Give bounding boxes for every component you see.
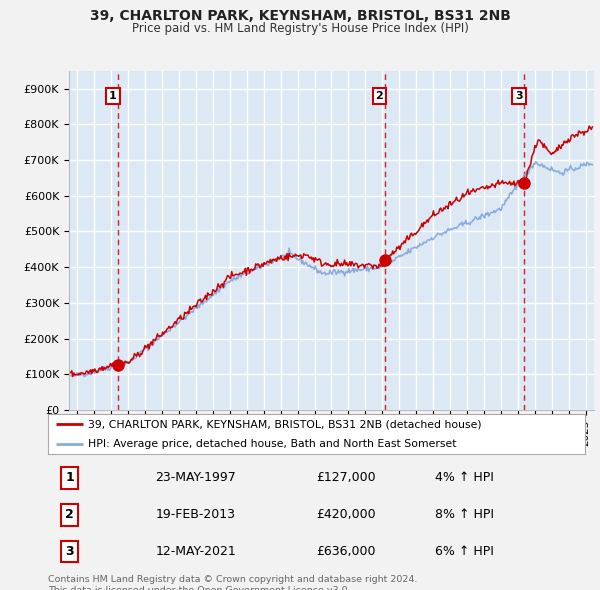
- Text: 23-MAY-1997: 23-MAY-1997: [155, 471, 236, 484]
- Text: 39, CHARLTON PARK, KEYNSHAM, BRISTOL, BS31 2NB (detached house): 39, CHARLTON PARK, KEYNSHAM, BRISTOL, BS…: [88, 419, 482, 429]
- Text: 4% ↑ HPI: 4% ↑ HPI: [434, 471, 494, 484]
- Text: 1: 1: [65, 471, 74, 484]
- Text: £420,000: £420,000: [317, 508, 376, 522]
- Text: HPI: Average price, detached house, Bath and North East Somerset: HPI: Average price, detached house, Bath…: [88, 440, 457, 449]
- Text: 2: 2: [65, 508, 74, 522]
- Text: Price paid vs. HM Land Registry's House Price Index (HPI): Price paid vs. HM Land Registry's House …: [131, 22, 469, 35]
- Text: 19-FEB-2013: 19-FEB-2013: [155, 508, 235, 522]
- Text: 12-MAY-2021: 12-MAY-2021: [155, 545, 236, 558]
- Text: 6% ↑ HPI: 6% ↑ HPI: [434, 545, 494, 558]
- Text: 8% ↑ HPI: 8% ↑ HPI: [434, 508, 494, 522]
- Text: £636,000: £636,000: [317, 545, 376, 558]
- Text: £127,000: £127,000: [317, 471, 376, 484]
- Text: 3: 3: [515, 91, 523, 101]
- Text: 39, CHARLTON PARK, KEYNSHAM, BRISTOL, BS31 2NB: 39, CHARLTON PARK, KEYNSHAM, BRISTOL, BS…: [89, 9, 511, 23]
- Text: 1: 1: [109, 91, 117, 101]
- Text: 2: 2: [376, 91, 383, 101]
- Text: Contains HM Land Registry data © Crown copyright and database right 2024.
This d: Contains HM Land Registry data © Crown c…: [48, 575, 418, 590]
- Text: 3: 3: [65, 545, 74, 558]
